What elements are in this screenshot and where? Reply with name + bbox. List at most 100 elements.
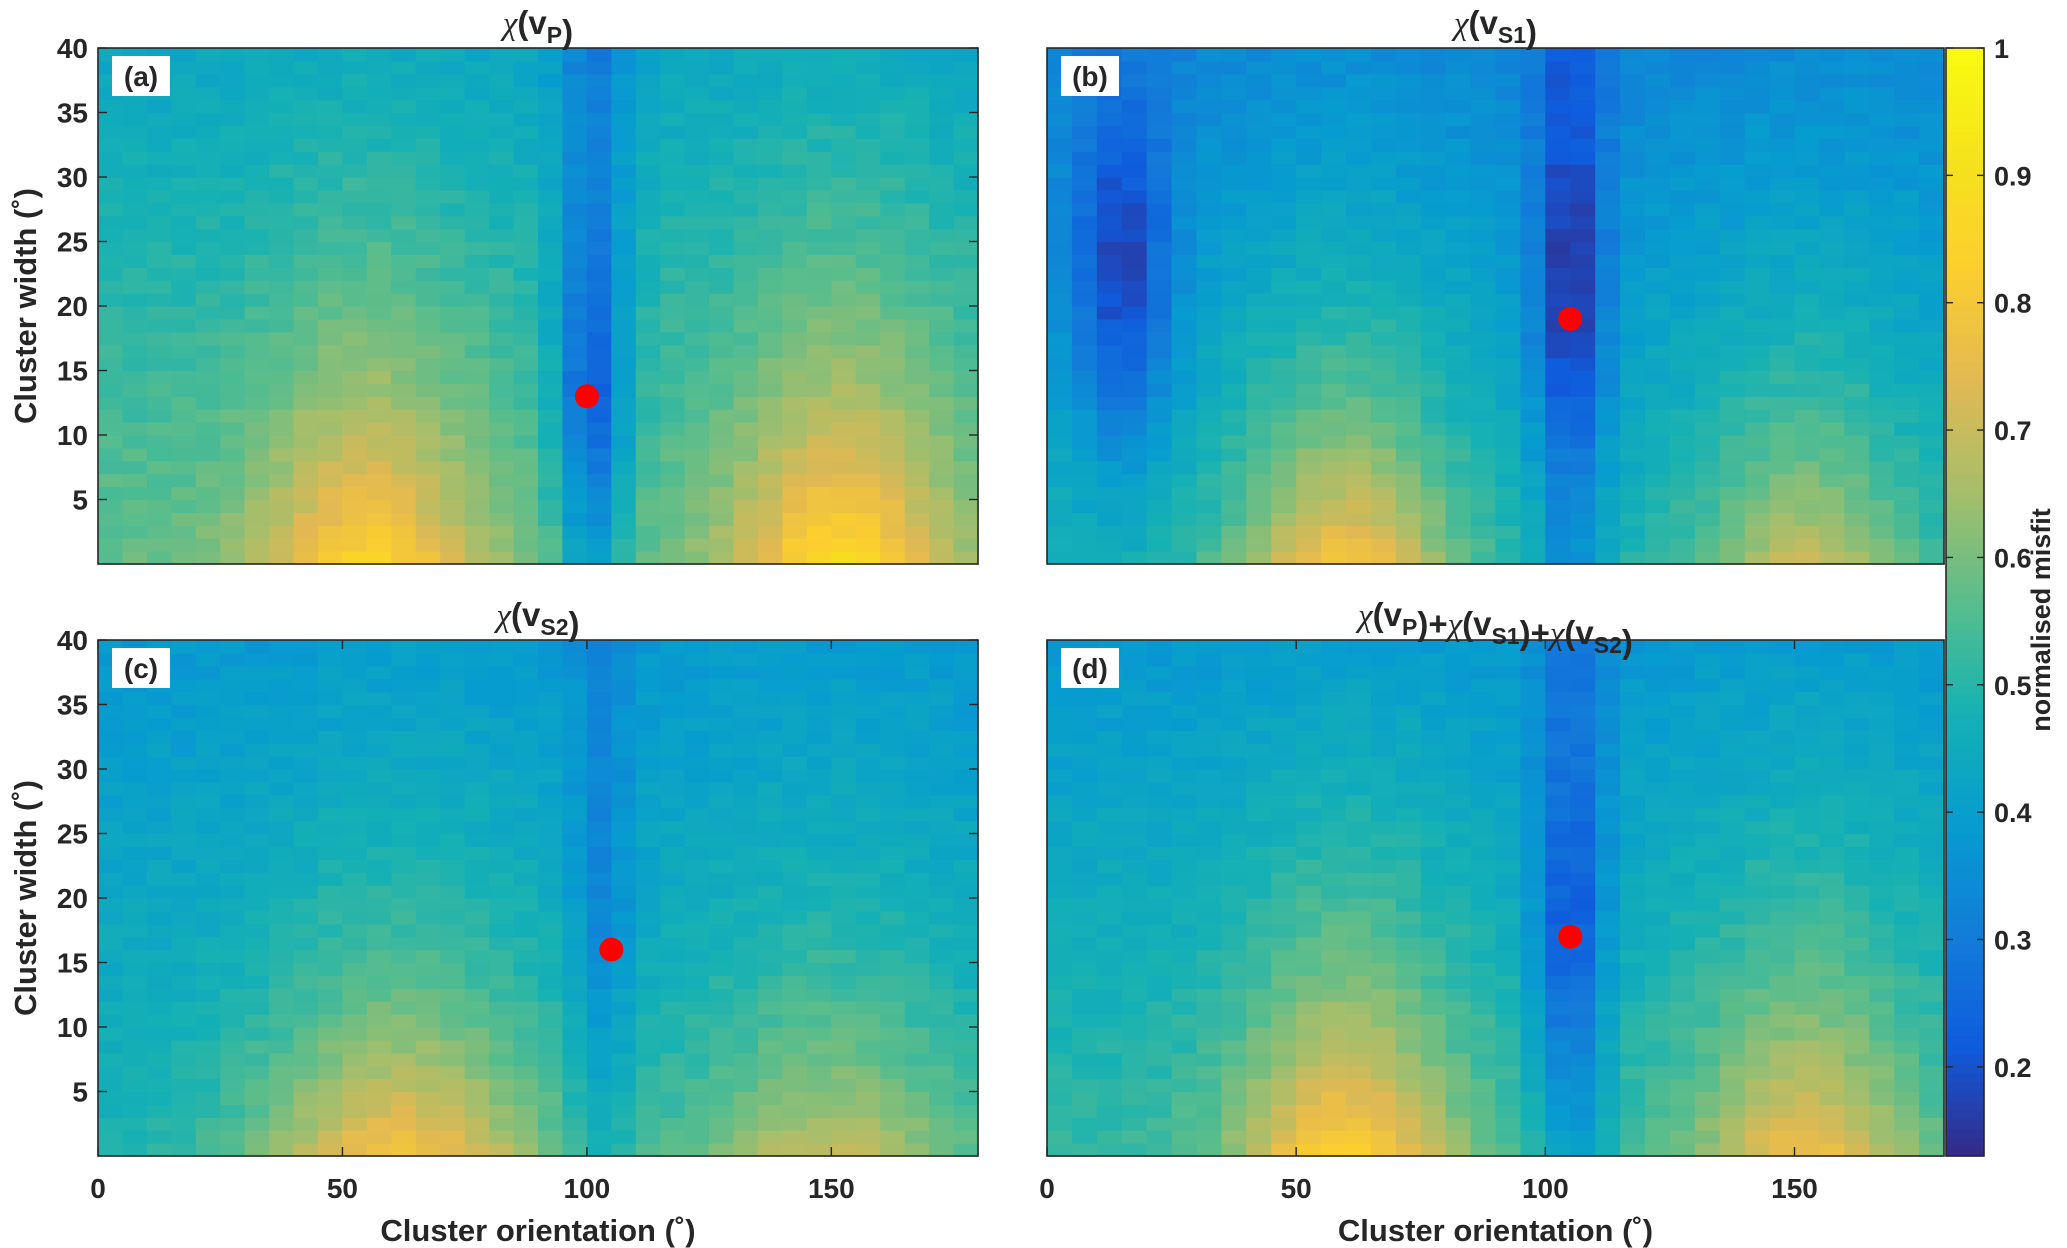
heatmap-cell bbox=[1420, 151, 1447, 165]
heatmap-cell bbox=[953, 1091, 979, 1105]
heatmap-cell bbox=[1844, 164, 1870, 178]
heatmap-cell bbox=[1769, 344, 1796, 359]
heatmap-cell bbox=[415, 164, 441, 178]
heatmap-cell bbox=[342, 525, 368, 539]
heatmap-cell bbox=[1794, 60, 1821, 75]
heatmap-cell bbox=[1246, 409, 1272, 423]
heatmap-cell bbox=[855, 872, 881, 886]
heatmap-cell bbox=[1470, 318, 1497, 333]
heatmap-cell bbox=[758, 923, 784, 938]
heatmap-cell bbox=[366, 447, 392, 462]
heatmap-cell bbox=[1395, 370, 1422, 384]
heatmap-cell bbox=[171, 962, 197, 976]
heatmap-cell bbox=[269, 86, 295, 101]
heatmap-cell bbox=[1271, 678, 1297, 693]
heatmap-cell bbox=[1744, 112, 1771, 126]
heatmap-cell bbox=[1146, 396, 1173, 410]
heatmap-cell bbox=[562, 512, 588, 526]
heatmap-cell bbox=[269, 898, 295, 912]
heatmap-cell bbox=[611, 872, 637, 886]
heatmap-cell bbox=[1071, 769, 1098, 783]
heatmap-cell bbox=[1346, 318, 1372, 333]
heatmap-cell bbox=[1121, 1078, 1148, 1093]
heatmap-cell bbox=[146, 164, 172, 178]
heatmap-cell bbox=[1047, 357, 1073, 372]
heatmap-cell bbox=[806, 512, 832, 526]
heatmap-cell bbox=[1370, 422, 1397, 436]
heatmap-cell bbox=[709, 640, 735, 654]
heatmap-cell bbox=[684, 704, 710, 718]
heatmap-cell bbox=[391, 910, 417, 925]
heatmap-cell bbox=[1146, 936, 1173, 951]
heatmap-cell bbox=[489, 704, 515, 718]
heatmap-cell bbox=[1096, 988, 1123, 1002]
heatmap-cell bbox=[733, 949, 759, 964]
heatmap-cell bbox=[1919, 112, 1945, 126]
heatmap-cell bbox=[586, 460, 612, 475]
heatmap-cell bbox=[709, 189, 735, 204]
heatmap-cell bbox=[880, 383, 906, 397]
heatmap-cell bbox=[489, 833, 515, 847]
heatmap-cell bbox=[1669, 370, 1696, 384]
heatmap-cell bbox=[758, 936, 784, 951]
heatmap-cell bbox=[122, 241, 148, 255]
heatmap-cell bbox=[1769, 473, 1796, 488]
heatmap-cell bbox=[391, 202, 417, 217]
heatmap-cell bbox=[489, 306, 515, 320]
heatmap-cell bbox=[244, 923, 270, 938]
heatmap-cell bbox=[269, 756, 295, 770]
heatmap-cell bbox=[611, 60, 637, 75]
heatmap-cell bbox=[904, 1104, 930, 1118]
heatmap-cell bbox=[1545, 280, 1571, 294]
heatmap-cell bbox=[1844, 460, 1870, 475]
heatmap-cell bbox=[391, 781, 417, 796]
heatmap-cell bbox=[171, 1027, 197, 1041]
heatmap-cell bbox=[1171, 551, 1198, 565]
heatmap-cell bbox=[391, 1078, 417, 1093]
heatmap-cell bbox=[1296, 138, 1322, 152]
heatmap-cell bbox=[538, 435, 564, 449]
heatmap-cell bbox=[1271, 73, 1297, 88]
heatmap-cell bbox=[880, 769, 906, 783]
heatmap-cell bbox=[342, 73, 368, 88]
heatmap-cell bbox=[758, 370, 784, 384]
heatmap-cell bbox=[1545, 486, 1571, 501]
heatmap-cell bbox=[806, 1117, 832, 1131]
heatmap-cell bbox=[1346, 756, 1372, 770]
heatmap-cell bbox=[342, 1065, 368, 1080]
heatmap-cell bbox=[1620, 164, 1646, 178]
heatmap-cell bbox=[733, 936, 759, 951]
heatmap-cell bbox=[415, 267, 441, 281]
heatmap-cell bbox=[782, 1014, 808, 1028]
heatmap-cell bbox=[1047, 435, 1073, 449]
heatmap-cell bbox=[1271, 422, 1297, 436]
heatmap-cell bbox=[489, 383, 515, 397]
heatmap-cell bbox=[562, 781, 588, 796]
heatmap-cell bbox=[1645, 280, 1671, 294]
heatmap-cell bbox=[1146, 99, 1173, 114]
heatmap-cell bbox=[1096, 807, 1123, 822]
heatmap-cell bbox=[1844, 202, 1870, 217]
heatmap-cell bbox=[733, 743, 759, 757]
heatmap-cell bbox=[293, 717, 319, 731]
heatmap-cell bbox=[1370, 704, 1397, 718]
heatmap-cell bbox=[220, 833, 246, 847]
heatmap-cell bbox=[415, 215, 441, 230]
heatmap-cell bbox=[146, 1065, 172, 1080]
heatmap-cell bbox=[1769, 280, 1796, 294]
heatmap-cell bbox=[806, 202, 832, 217]
heatmap-cell bbox=[904, 151, 930, 165]
heatmap-cell bbox=[244, 486, 270, 501]
heatmap-cell bbox=[1395, 435, 1422, 449]
heatmap-cell bbox=[122, 807, 148, 822]
heatmap-cell bbox=[929, 1130, 955, 1144]
heatmap-cell bbox=[1346, 551, 1372, 565]
heatmap-cell bbox=[1470, 499, 1497, 513]
heatmap-cell bbox=[855, 331, 881, 346]
heatmap-cell bbox=[98, 422, 124, 436]
heatmap-cell bbox=[1769, 512, 1796, 526]
heatmap-cell bbox=[1370, 73, 1397, 88]
heatmap-cell bbox=[1196, 267, 1223, 281]
heatmap-cell bbox=[1246, 396, 1272, 410]
heatmap-cell bbox=[1047, 820, 1073, 835]
